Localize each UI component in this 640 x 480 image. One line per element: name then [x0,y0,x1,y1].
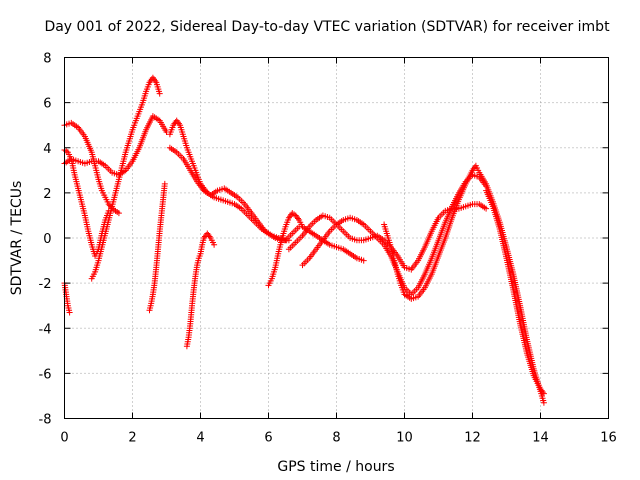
x-tick-label: 12 [464,431,481,446]
data-point [540,390,547,397]
series-arc-8 [166,144,303,244]
series-arc-13 [381,162,547,406]
x-tick-label: 14 [532,431,549,446]
data-point [360,257,367,264]
grid-lines [64,57,609,419]
y-tick-label: -6 [39,367,52,382]
series-arc-9 [183,230,218,350]
data-point [211,241,218,248]
data-point [66,309,73,316]
x-tick-label: 0 [60,431,68,446]
y-tick-label: 0 [43,232,51,247]
x-tick-label: 10 [396,431,413,446]
y-tick-label: 2 [43,187,51,202]
x-tick-label: 6 [264,431,272,446]
data-point [483,205,490,212]
y-tick-label: 8 [43,52,51,67]
y-tick-label: 6 [43,97,51,112]
series-arc-11 [285,201,490,273]
data-point [161,180,168,187]
y-tick-label: -4 [39,322,52,337]
data-point [115,210,122,217]
x-tick-label: 2 [128,431,136,446]
y-tick-label: 4 [43,142,51,157]
series-arc-6 [146,180,168,314]
axis-ticks: 0 2 4 6 8 10 12 14 16 -8 -6 -4 -2 0 2 4 6 8 [39,52,617,446]
x-axis-label: GPS time / hours [277,459,394,475]
y-tick-label: -8 [39,413,52,428]
series-arc-3 [61,113,170,178]
x-tick-label: 16 [600,431,617,446]
chart-title: Day 001 of 2022, Sidereal Day-to-day VTE… [44,19,610,35]
data-points [61,74,547,406]
x-tick-label: 8 [332,431,340,446]
series-arc-14 [483,187,547,397]
y-axis-label: SDTVAR / TECUs [9,181,25,296]
series-arc-12 [299,171,490,298]
series-arc-5 [61,280,73,316]
data-point [540,399,547,406]
series-arc-4 [88,74,163,282]
x-tick-label: 4 [196,431,204,446]
series-arc-7 [166,117,292,244]
data-point [156,90,163,97]
y-tick-label: -2 [39,277,52,292]
